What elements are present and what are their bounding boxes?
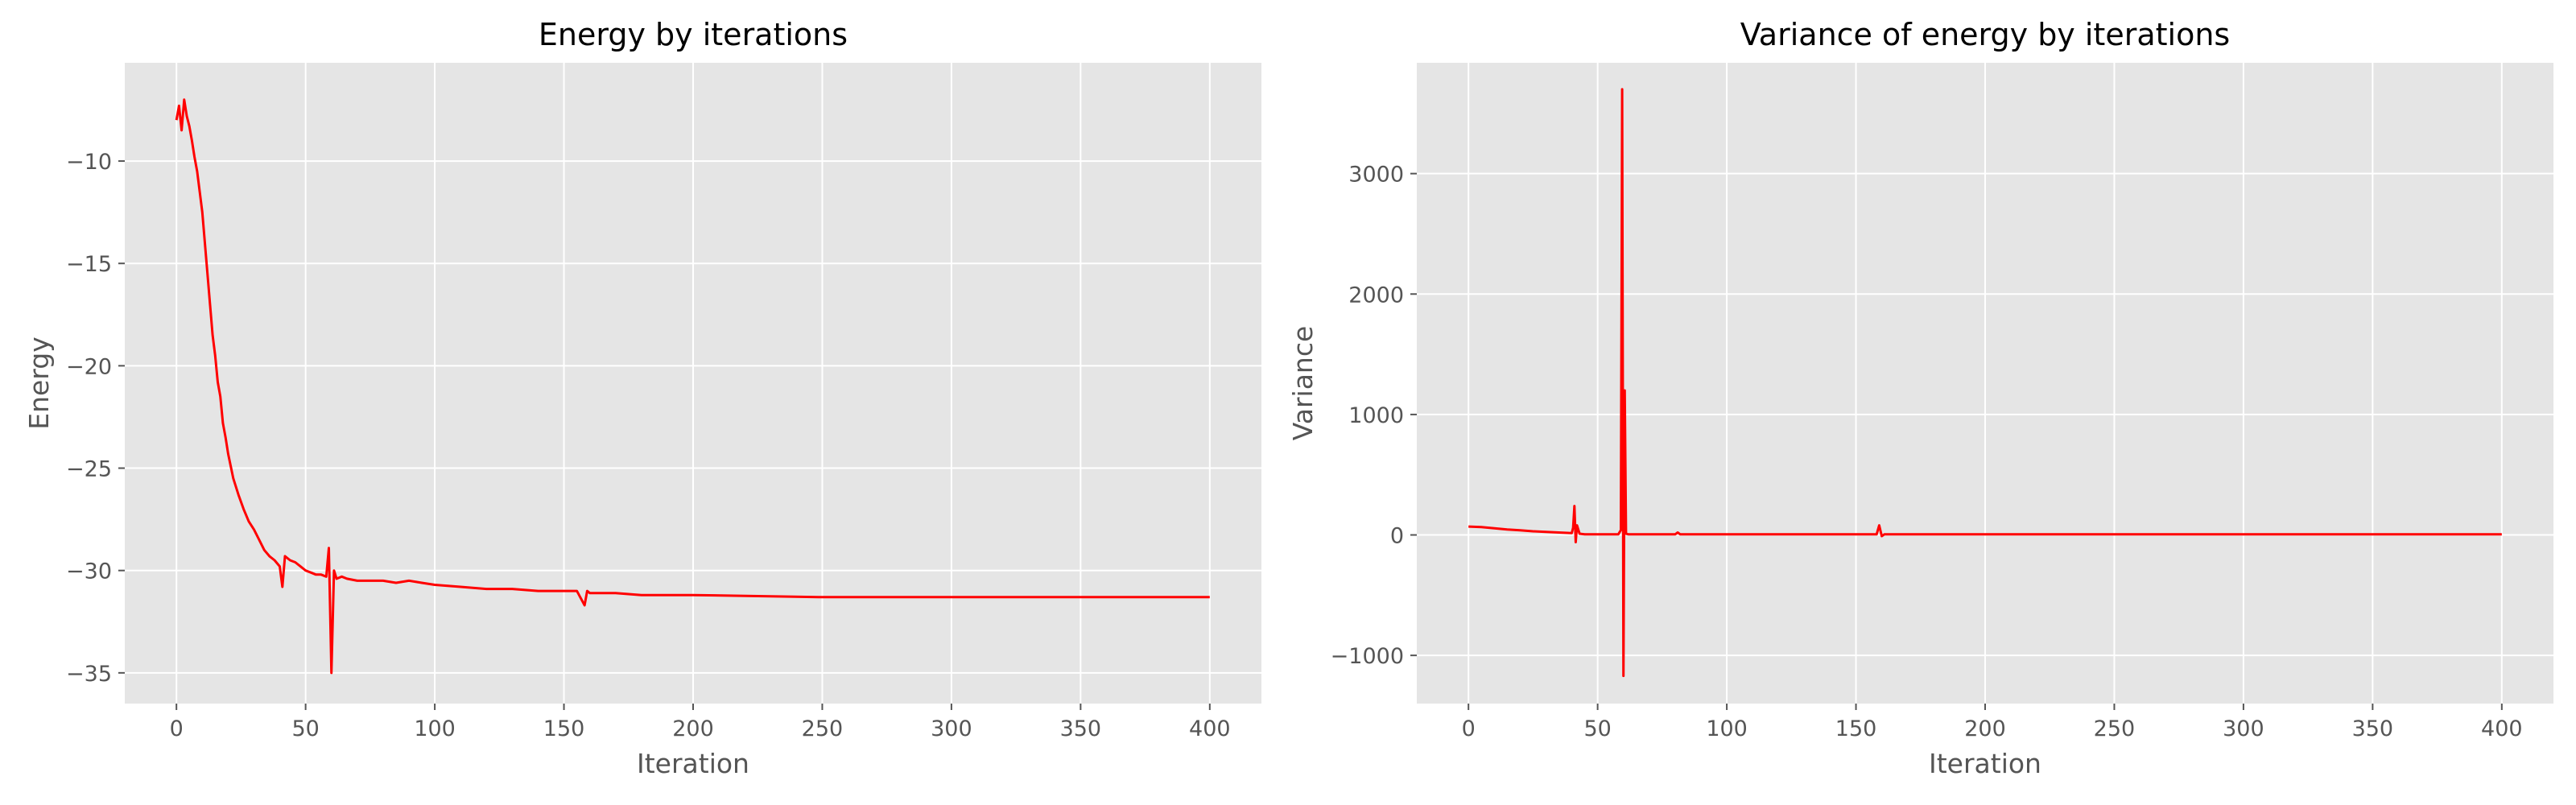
- y-axis-label: Energy: [23, 336, 55, 430]
- y-tick-label: −15: [66, 252, 112, 277]
- x-tick-label: 400: [1189, 716, 1231, 741]
- y-tick-label: −20: [66, 354, 112, 379]
- x-tick-label: 200: [672, 716, 714, 741]
- x-tick-label: 50: [291, 716, 319, 741]
- y-tick-label: 2000: [1348, 283, 1404, 308]
- y-axis-label: Variance: [1287, 326, 1319, 441]
- energy-panel: 0 50 100 150 200 250 300 350 400 −35 −30 −25 −20 −15 −…: [23, 17, 1261, 779]
- x-tick-label: 250: [802, 716, 844, 741]
- y-tick-label: −30: [66, 559, 112, 584]
- x-tick-label: 250: [2094, 716, 2136, 741]
- chart-title: Variance of energy by iterations: [1740, 17, 2230, 52]
- x-tick-label: 0: [170, 716, 184, 741]
- y-tick-label: 1000: [1348, 403, 1404, 428]
- x-tick-label: 100: [1706, 716, 1748, 741]
- y-tick-label: −10: [66, 150, 112, 175]
- chart-title: Energy by iterations: [539, 17, 848, 52]
- x-tick-label: 350: [2352, 716, 2394, 741]
- y-tick-label: −35: [66, 662, 112, 687]
- x-tick-label: 150: [1835, 716, 1877, 741]
- x-tick-label: 300: [2223, 716, 2264, 741]
- series-line: [1468, 88, 2502, 678]
- y-tick-label: 3000: [1348, 163, 1404, 188]
- y-tick-label: −25: [66, 457, 112, 482]
- x-axis-label: Iteration: [637, 748, 749, 779]
- x-tick-label: 150: [543, 716, 585, 741]
- variance-panel: 0 50 100 150 200 250 300 350 400 −1000 0 1000 2000 30…: [1287, 17, 2553, 779]
- x-tick-label: 350: [1060, 716, 1102, 741]
- y-tick-label: −1000: [1331, 644, 1404, 669]
- x-tick-label: 50: [1583, 716, 1611, 741]
- x-tick-label: 100: [414, 716, 456, 741]
- x-tick-label: 300: [931, 716, 972, 741]
- x-tick-label: 200: [1964, 716, 2006, 741]
- y-tick-label: 0: [1390, 524, 1404, 549]
- series-line: [175, 98, 1210, 675]
- x-tick-label: 400: [2481, 716, 2523, 741]
- x-tick-label: 0: [1462, 716, 1476, 741]
- x-axis-label: Iteration: [1929, 748, 2041, 779]
